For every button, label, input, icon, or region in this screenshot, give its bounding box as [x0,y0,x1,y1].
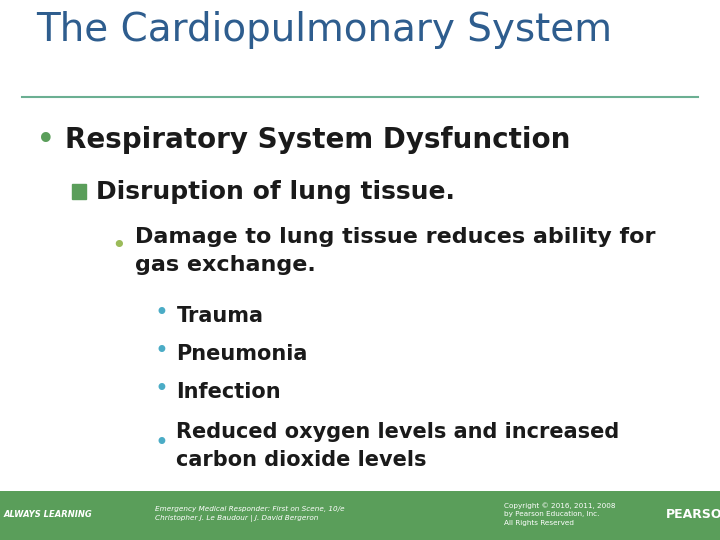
Text: Trauma: Trauma [176,306,264,326]
Text: Disruption of lung tissue.: Disruption of lung tissue. [96,180,454,204]
Text: •: • [155,431,168,455]
Bar [72,184,86,199]
Text: PEARSON: PEARSON [666,508,720,521]
Text: •: • [155,339,168,363]
Text: •: • [112,234,126,258]
Text: Infection: Infection [176,381,281,402]
Text: Pneumonia: Pneumonia [176,343,307,364]
Text: •: • [36,124,55,157]
Text: •: • [155,301,168,325]
Text: Copyright © 2016, 2011, 2008
by Pearson Education, Inc.
All Rights Reserved: Copyright © 2016, 2011, 2008 by Pearson … [504,502,616,526]
Text: Damage to lung tissue reduces ability for
gas exchange.: Damage to lung tissue reduces ability fo… [135,227,656,275]
Bar [0,491,720,540]
Text: The Cardiopulmonary System: The Cardiopulmonary System [36,11,612,49]
Text: Emergency Medical Responder: First on Scene, 10/e
Christopher J. Le Baudour | J.: Emergency Medical Responder: First on Sc… [155,506,344,522]
Text: ALWAYS LEARNING: ALWAYS LEARNING [4,510,92,518]
Text: Respiratory System Dysfunction: Respiratory System Dysfunction [65,126,570,154]
Text: Reduced oxygen levels and increased
carbon dioxide levels: Reduced oxygen levels and increased carb… [176,422,620,469]
Text: •: • [155,377,168,401]
